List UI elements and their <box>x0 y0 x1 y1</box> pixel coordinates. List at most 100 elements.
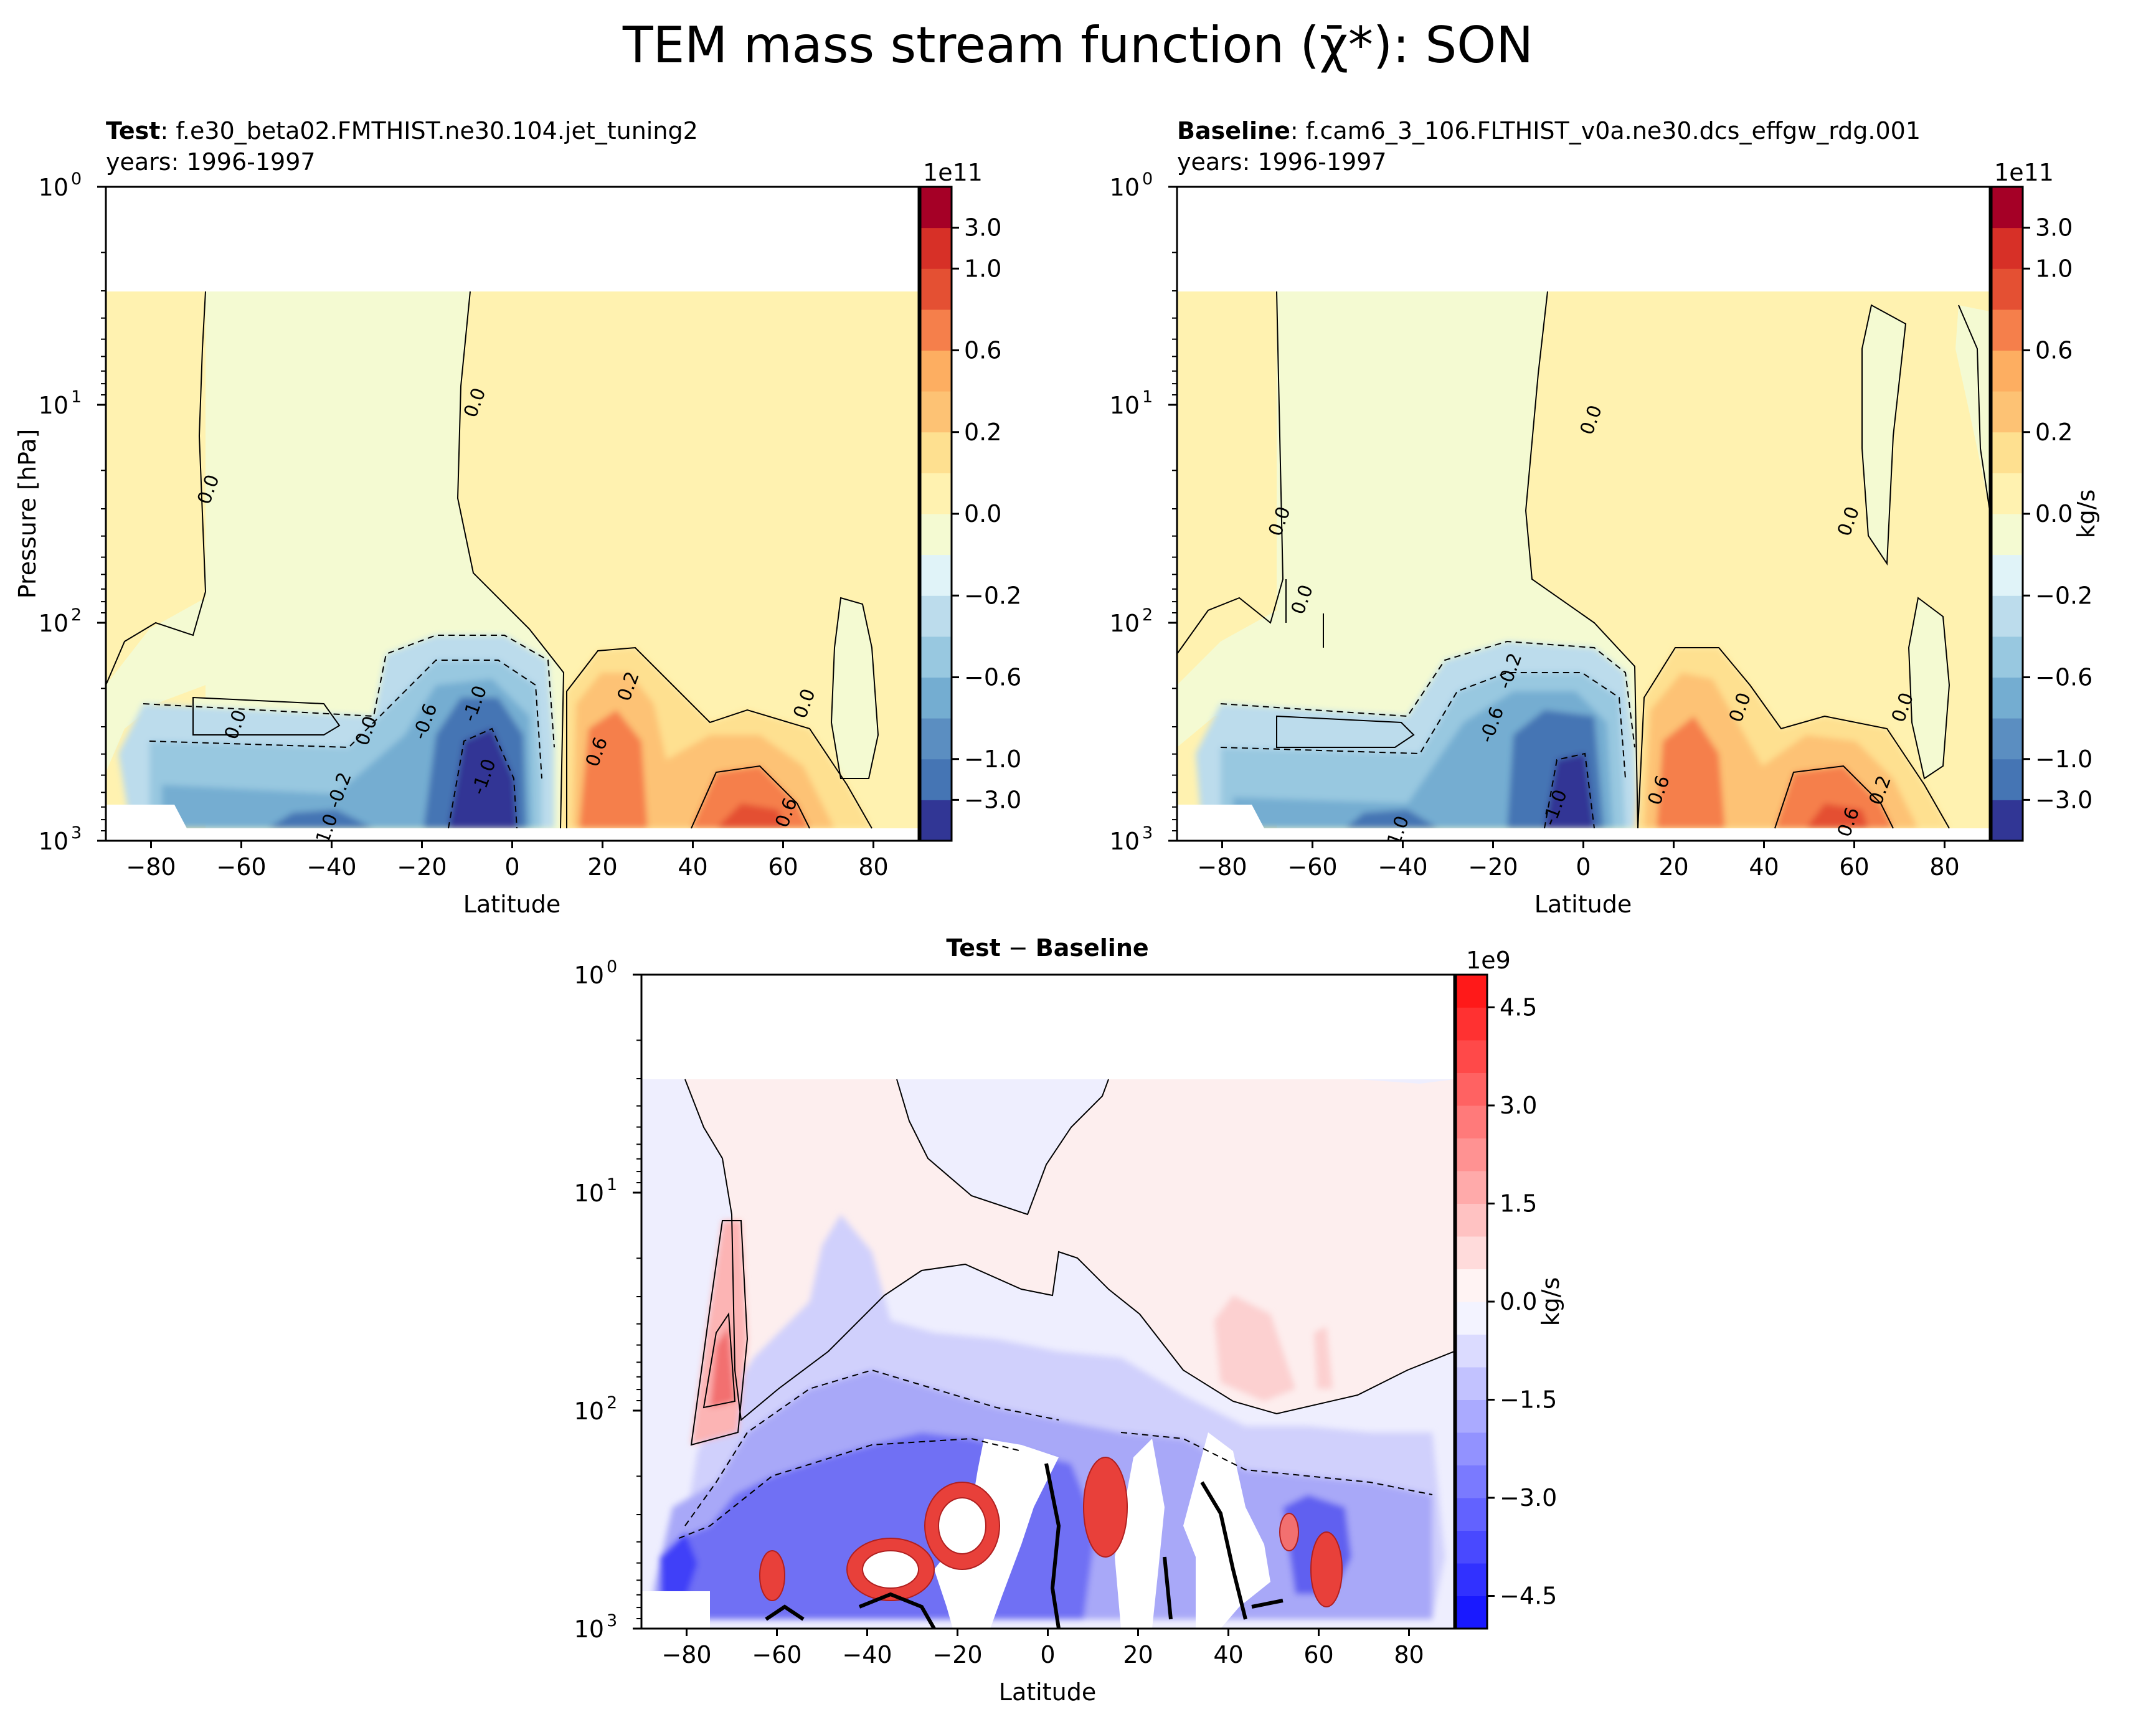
test-ylabel: Pressure [hPa] <box>14 429 41 599</box>
test-positive-cell-inner-north <box>691 766 810 828</box>
diff-missing-ground <box>641 1591 710 1629</box>
baseline-missing-ground <box>1177 805 1990 841</box>
baseline-field: 0.00.0 0.00.0-0.2-0.6-1.0-1.00.0 0.00.6 0.2… <box>1177 187 1990 841</box>
diff-zero-contour-polar-inner <box>702 1312 736 1409</box>
baseline-colorbar: 3.0 1.0 0.6 0.2 0.0 −0.2 −0.6 −1.0 −3.0 1e11 kg/s <box>1990 159 2100 842</box>
test-colorbar-segment <box>920 187 952 229</box>
diff-xtick-label: 80 <box>1394 1641 1424 1668</box>
baseline-colorbar-segment <box>1992 595 2023 637</box>
baseline-ytick-label: 10 <box>1110 610 1140 637</box>
baseline-x-ticks: −80 −60 −40 −20 0 20 40 60 80 <box>1197 841 1960 881</box>
test-xtick-label: 60 <box>768 853 798 881</box>
test-zero-contour-pocket <box>192 696 341 736</box>
baseline-colorbar-segment <box>1992 554 2023 596</box>
baseline-positive-cell-inner-north <box>1775 766 1893 828</box>
baseline-xtick-label: −80 <box>1197 853 1247 881</box>
baseline-xtick-label: −60 <box>1287 853 1337 881</box>
test-title: Test: f.e30_beta02.FMTHIST.ne30.104.jet_… <box>106 117 698 144</box>
diff-title: Test − Baseline <box>946 934 1148 962</box>
baseline-colorbar-offset: 1e11 <box>1994 159 2054 186</box>
difference-panel: Test − Baseline <box>574 934 1564 1706</box>
test-colorbar-segment <box>920 473 952 514</box>
baseline-xtick-label: −20 <box>1468 853 1518 881</box>
baseline-ytick-label: 10 <box>1110 174 1140 201</box>
diff-thick-contour-4 <box>1163 1556 1284 1620</box>
test-colorbar-segment <box>920 309 952 351</box>
diff-xtick-label: 60 <box>1303 1641 1333 1668</box>
baseline-xtick-label: 60 <box>1839 853 1869 881</box>
baseline-colorbar-tick-label: −3.0 <box>2035 786 2092 813</box>
diff-thick-contour-3 <box>765 1592 936 1629</box>
diff-colorbar-segment <box>1456 1302 1487 1335</box>
baseline-colorbar-frame <box>1990 186 2024 842</box>
baseline-zero-contour-south <box>1177 291 1284 655</box>
baseline-subtitle: years: 1996-1997 <box>1177 148 1387 176</box>
diff-xtick-label: 20 <box>1123 1641 1153 1668</box>
test-missing-top <box>106 187 919 291</box>
baseline-negative-cell-max <box>1544 754 1594 828</box>
diff-colorbar-segment <box>1456 1203 1487 1237</box>
diff-colorbar-segment <box>1456 1465 1487 1498</box>
diff-xlabel: Latitude <box>999 1678 1096 1706</box>
diff-colorbar-segment <box>1456 1596 1487 1629</box>
diff-ytick-exponent: 3 <box>607 1611 617 1630</box>
diff-colorbar-segment <box>1456 975 1487 1008</box>
diff-upper-negative-lobe <box>897 1079 1109 1214</box>
diff-ytick-exponent: 1 <box>607 1175 617 1195</box>
baseline-colorbar-tick-label: 3.0 <box>2035 214 2073 242</box>
test-southern-blue-core <box>268 810 374 828</box>
figure-title: TEM mass stream function (χ̄*): SON <box>622 16 1533 74</box>
diff-colorbar-segment <box>1456 1171 1487 1204</box>
baseline-northern-cell-region <box>1909 598 1949 778</box>
diff-ytick-exponent: 2 <box>607 1393 617 1412</box>
baseline-neg-contour-outer <box>1220 640 1635 748</box>
baseline-title-bold: Baseline <box>1177 117 1290 144</box>
test-colorbar-segment <box>920 432 952 473</box>
test-subtitle: years: 1996-1997 <box>106 148 316 176</box>
diff-field <box>641 975 1454 1629</box>
diff-title-bold-b: Baseline <box>1036 934 1149 962</box>
baseline-zero-contour-cell <box>1908 597 1950 780</box>
baseline-positive-cell-inner <box>1657 716 1725 828</box>
baseline-upper-north-region-2 <box>1955 305 1990 511</box>
baseline-pos-contour-mid <box>1774 765 1894 829</box>
test-colorbar-segment <box>920 636 952 678</box>
baseline-ytick-exponent: 0 <box>1142 169 1153 189</box>
test-colorbar: 3.0 1.0 0.6 0.2 0.0 −0.2 −0.6 −1.0 −3.0 1e11 <box>919 159 1021 842</box>
baseline-panel: Baseline: f.cam6_3_106.FLTHIST_v0a.ne30.… <box>1110 117 2100 918</box>
test-colorbar-tick-label: 1.0 <box>964 255 1001 282</box>
test-zero-contour-central <box>456 291 565 829</box>
diff-colorbar-segment <box>1456 1399 1487 1433</box>
baseline-colorbar-segment <box>1992 268 2023 310</box>
diff-colorbar-tick-label: −4.5 <box>1500 1582 1557 1610</box>
test-ytick-exponent: 3 <box>71 823 82 843</box>
baseline-xtick-label: −40 <box>1378 853 1427 881</box>
baseline-colorbar-tick-label: 0.0 <box>2035 500 2073 527</box>
diff-ytick-label: 10 <box>574 1616 604 1643</box>
test-zero-contour-north <box>830 597 879 779</box>
baseline-colorbar-tick-label: 1.0 <box>2035 255 2073 282</box>
diff-ytick-exponent: 0 <box>607 957 617 977</box>
diff-xtick-label: 0 <box>1040 1641 1055 1668</box>
diff-missing-top <box>641 975 1454 1079</box>
test-colorbar-segment <box>920 350 952 392</box>
diff-thick-contour-1 <box>1044 1463 1061 1629</box>
baseline-neg-contour-mid <box>1220 672 1626 779</box>
baseline-colorbar-segment <box>1992 800 2023 841</box>
test-missing-ground <box>106 805 919 841</box>
baseline-missing-top <box>1177 187 1990 291</box>
diff-colorbar-tick-label: −1.5 <box>1500 1386 1557 1414</box>
baseline-contours <box>1177 291 1990 829</box>
test-xlabel: Latitude <box>463 891 560 918</box>
baseline-positive-cell-core <box>1806 803 1868 828</box>
diff-blue-core-west <box>660 1532 697 1601</box>
test-colorbar-segment <box>920 391 952 433</box>
diff-colorbar-offset: 1e9 <box>1466 947 1511 974</box>
test-colorbar-tick-label: 0.2 <box>964 419 1001 446</box>
baseline-zero-contour-central <box>1525 291 1638 829</box>
test-colorbar-frame <box>919 186 953 842</box>
test-xtick-label: −40 <box>306 853 356 881</box>
baseline-colorbar-tick-label: −1.0 <box>2035 745 2092 773</box>
